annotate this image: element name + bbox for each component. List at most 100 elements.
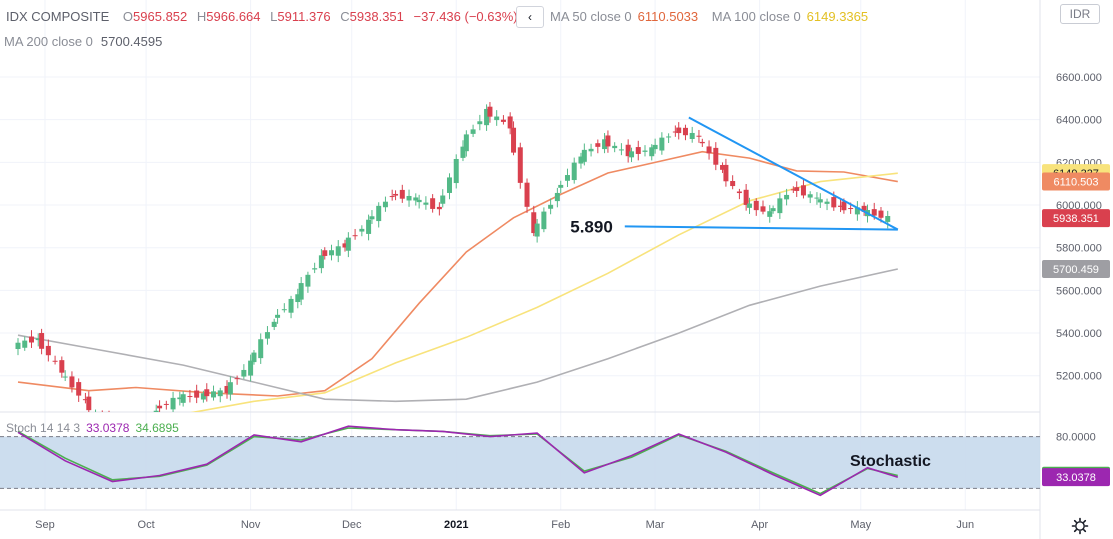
candle-body (359, 228, 365, 232)
candle-body (15, 342, 21, 350)
candle-body (399, 189, 405, 199)
support-level-label: 5.890 (570, 218, 613, 237)
candle-body (345, 237, 351, 251)
candle-body (831, 197, 837, 208)
gear-icon[interactable] (1071, 517, 1089, 535)
candle-body (322, 250, 328, 256)
candle-body (713, 147, 719, 165)
candle-body (460, 146, 466, 158)
candle-body (382, 201, 388, 208)
candle-body (227, 382, 233, 395)
candle-body (248, 360, 254, 376)
candle-body (453, 158, 459, 184)
trendline-lower[interactable] (624, 225, 898, 231)
ma200-legend: MA 200 close 0 5700.4595 (4, 34, 162, 49)
candle-body (413, 197, 419, 201)
candle-body (841, 201, 847, 211)
candle-body (416, 199, 422, 203)
stoch-price-label (1042, 468, 1110, 487)
stoch-legend: Stoch 14 14 3 33.0378 34.6895 (6, 421, 179, 435)
time-tick-label: Feb (551, 519, 570, 531)
trendline-upper[interactable] (688, 116, 899, 231)
ma50-value: 6110.5033 (637, 9, 699, 24)
candle-body (298, 283, 304, 300)
candle-body (770, 208, 776, 212)
stoch-line-k (17, 425, 899, 497)
candle-body (82, 399, 88, 401)
candle-body (635, 147, 641, 154)
candle-body (389, 196, 395, 198)
candle-body (699, 141, 705, 144)
ma-legend: MA 50 close 0 6110.5033 MA 100 close 0 614… (550, 9, 868, 24)
candle-body (484, 108, 490, 126)
candle-body (440, 195, 446, 204)
candle-body (629, 151, 635, 158)
currency-button[interactable]: IDR (1060, 4, 1100, 24)
stoch-d-value: 34.6895 (135, 421, 179, 435)
stochastic-annotation: Stochastic (850, 453, 931, 470)
candle-body (477, 121, 483, 125)
ma50-label[interactable]: MA 50 close 0 (550, 9, 632, 24)
candle-body (838, 205, 844, 207)
candle-body (817, 199, 823, 203)
candle-body (571, 162, 577, 181)
collapse-legend-button[interactable]: ‹ (516, 6, 544, 28)
time-tick-label: Mar (646, 519, 665, 531)
candle-body (642, 150, 648, 152)
symbol-name[interactable]: IDX COMPOSITE (6, 9, 110, 24)
time-tick-label: Sep (35, 519, 55, 531)
candle-body (393, 193, 399, 196)
stoch-k-value: 33.0378 (86, 421, 130, 435)
price-label-text: 5700.459 (1053, 264, 1099, 276)
candle-body (251, 352, 257, 363)
candle-body (720, 165, 726, 170)
candle-body (22, 340, 28, 348)
candle-body (747, 203, 753, 208)
time-tick-label: Jun (956, 519, 974, 531)
high-value: 5966.664 (206, 9, 261, 24)
candle-body (258, 339, 264, 359)
candle-body (288, 298, 294, 313)
candle-body (743, 189, 749, 205)
candle-body (305, 274, 311, 287)
candle-body (59, 360, 65, 373)
candle-body (554, 192, 560, 202)
candle-body (625, 144, 631, 157)
time-tick-label: Dec (342, 519, 362, 531)
candle-body (39, 333, 45, 349)
ma100-label[interactable]: MA 100 close 0 (711, 9, 801, 24)
candle-body (376, 205, 382, 222)
candle-body (369, 216, 375, 220)
candle-body (517, 147, 523, 183)
candle-body (86, 396, 92, 411)
time-tick-label: May (850, 519, 871, 531)
candle-body (153, 410, 159, 412)
candle-body (794, 187, 800, 191)
candle-body (271, 321, 277, 327)
candle-body (52, 360, 58, 362)
price-label-ma-50 (1042, 172, 1110, 191)
candle-body (500, 119, 506, 122)
candle-body (45, 345, 51, 356)
candle-body (463, 134, 469, 152)
candle-body (487, 106, 493, 117)
candle-body (318, 255, 324, 269)
candle-body (62, 376, 68, 378)
candle-body (723, 164, 729, 182)
candle-body (854, 207, 860, 215)
chevron-left-icon: ‹ (528, 10, 532, 24)
candle-body (69, 376, 75, 388)
ma200-label[interactable]: MA 200 close 0 (4, 34, 93, 49)
candle-body (588, 148, 594, 152)
close-label: C (340, 9, 350, 24)
symbol-legend: IDX COMPOSITE O5965.852 H5966.664 L5911.… (6, 9, 524, 24)
candle-body (329, 250, 335, 256)
candle-body (423, 202, 429, 205)
stoch-label[interactable]: Stoch 14 14 3 (6, 421, 81, 435)
price-tick-label: 5800.000 (1056, 243, 1102, 255)
open-label: O (122, 9, 134, 24)
price-label-text: 6110.503 (1053, 176, 1098, 188)
candle-body (170, 397, 176, 410)
candle-body (234, 378, 240, 380)
